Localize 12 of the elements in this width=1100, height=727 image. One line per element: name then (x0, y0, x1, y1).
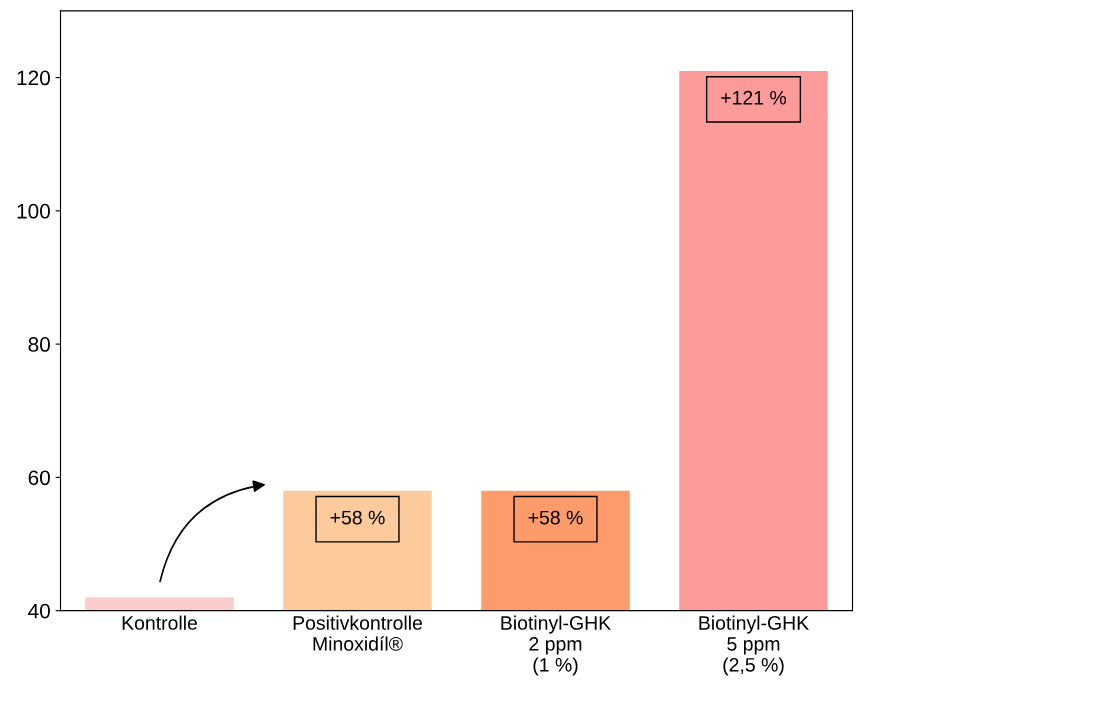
y-tick-label: 80 (28, 337, 50, 352)
annotation: +121 % (721, 90, 787, 105)
x-tick-label: Positivkontrolle Minoxidíl® (293, 615, 423, 651)
x-tick-label: Kontrolle (122, 615, 198, 630)
x-tick-label: Biotinyl-GHK 5 ppm (2,5 %) (699, 615, 809, 676)
annotation: +58 % (330, 510, 385, 525)
annotation: +58 % (528, 510, 583, 525)
y-tick-label: 40 (28, 603, 50, 619)
y-tick-label: 100 (17, 203, 50, 219)
x-tick-label: Biotinyl-GHK 2 ppm (1 %) (501, 615, 611, 676)
y-tick-label: 60 (28, 470, 50, 486)
y-tick-label: 120 (17, 70, 50, 86)
